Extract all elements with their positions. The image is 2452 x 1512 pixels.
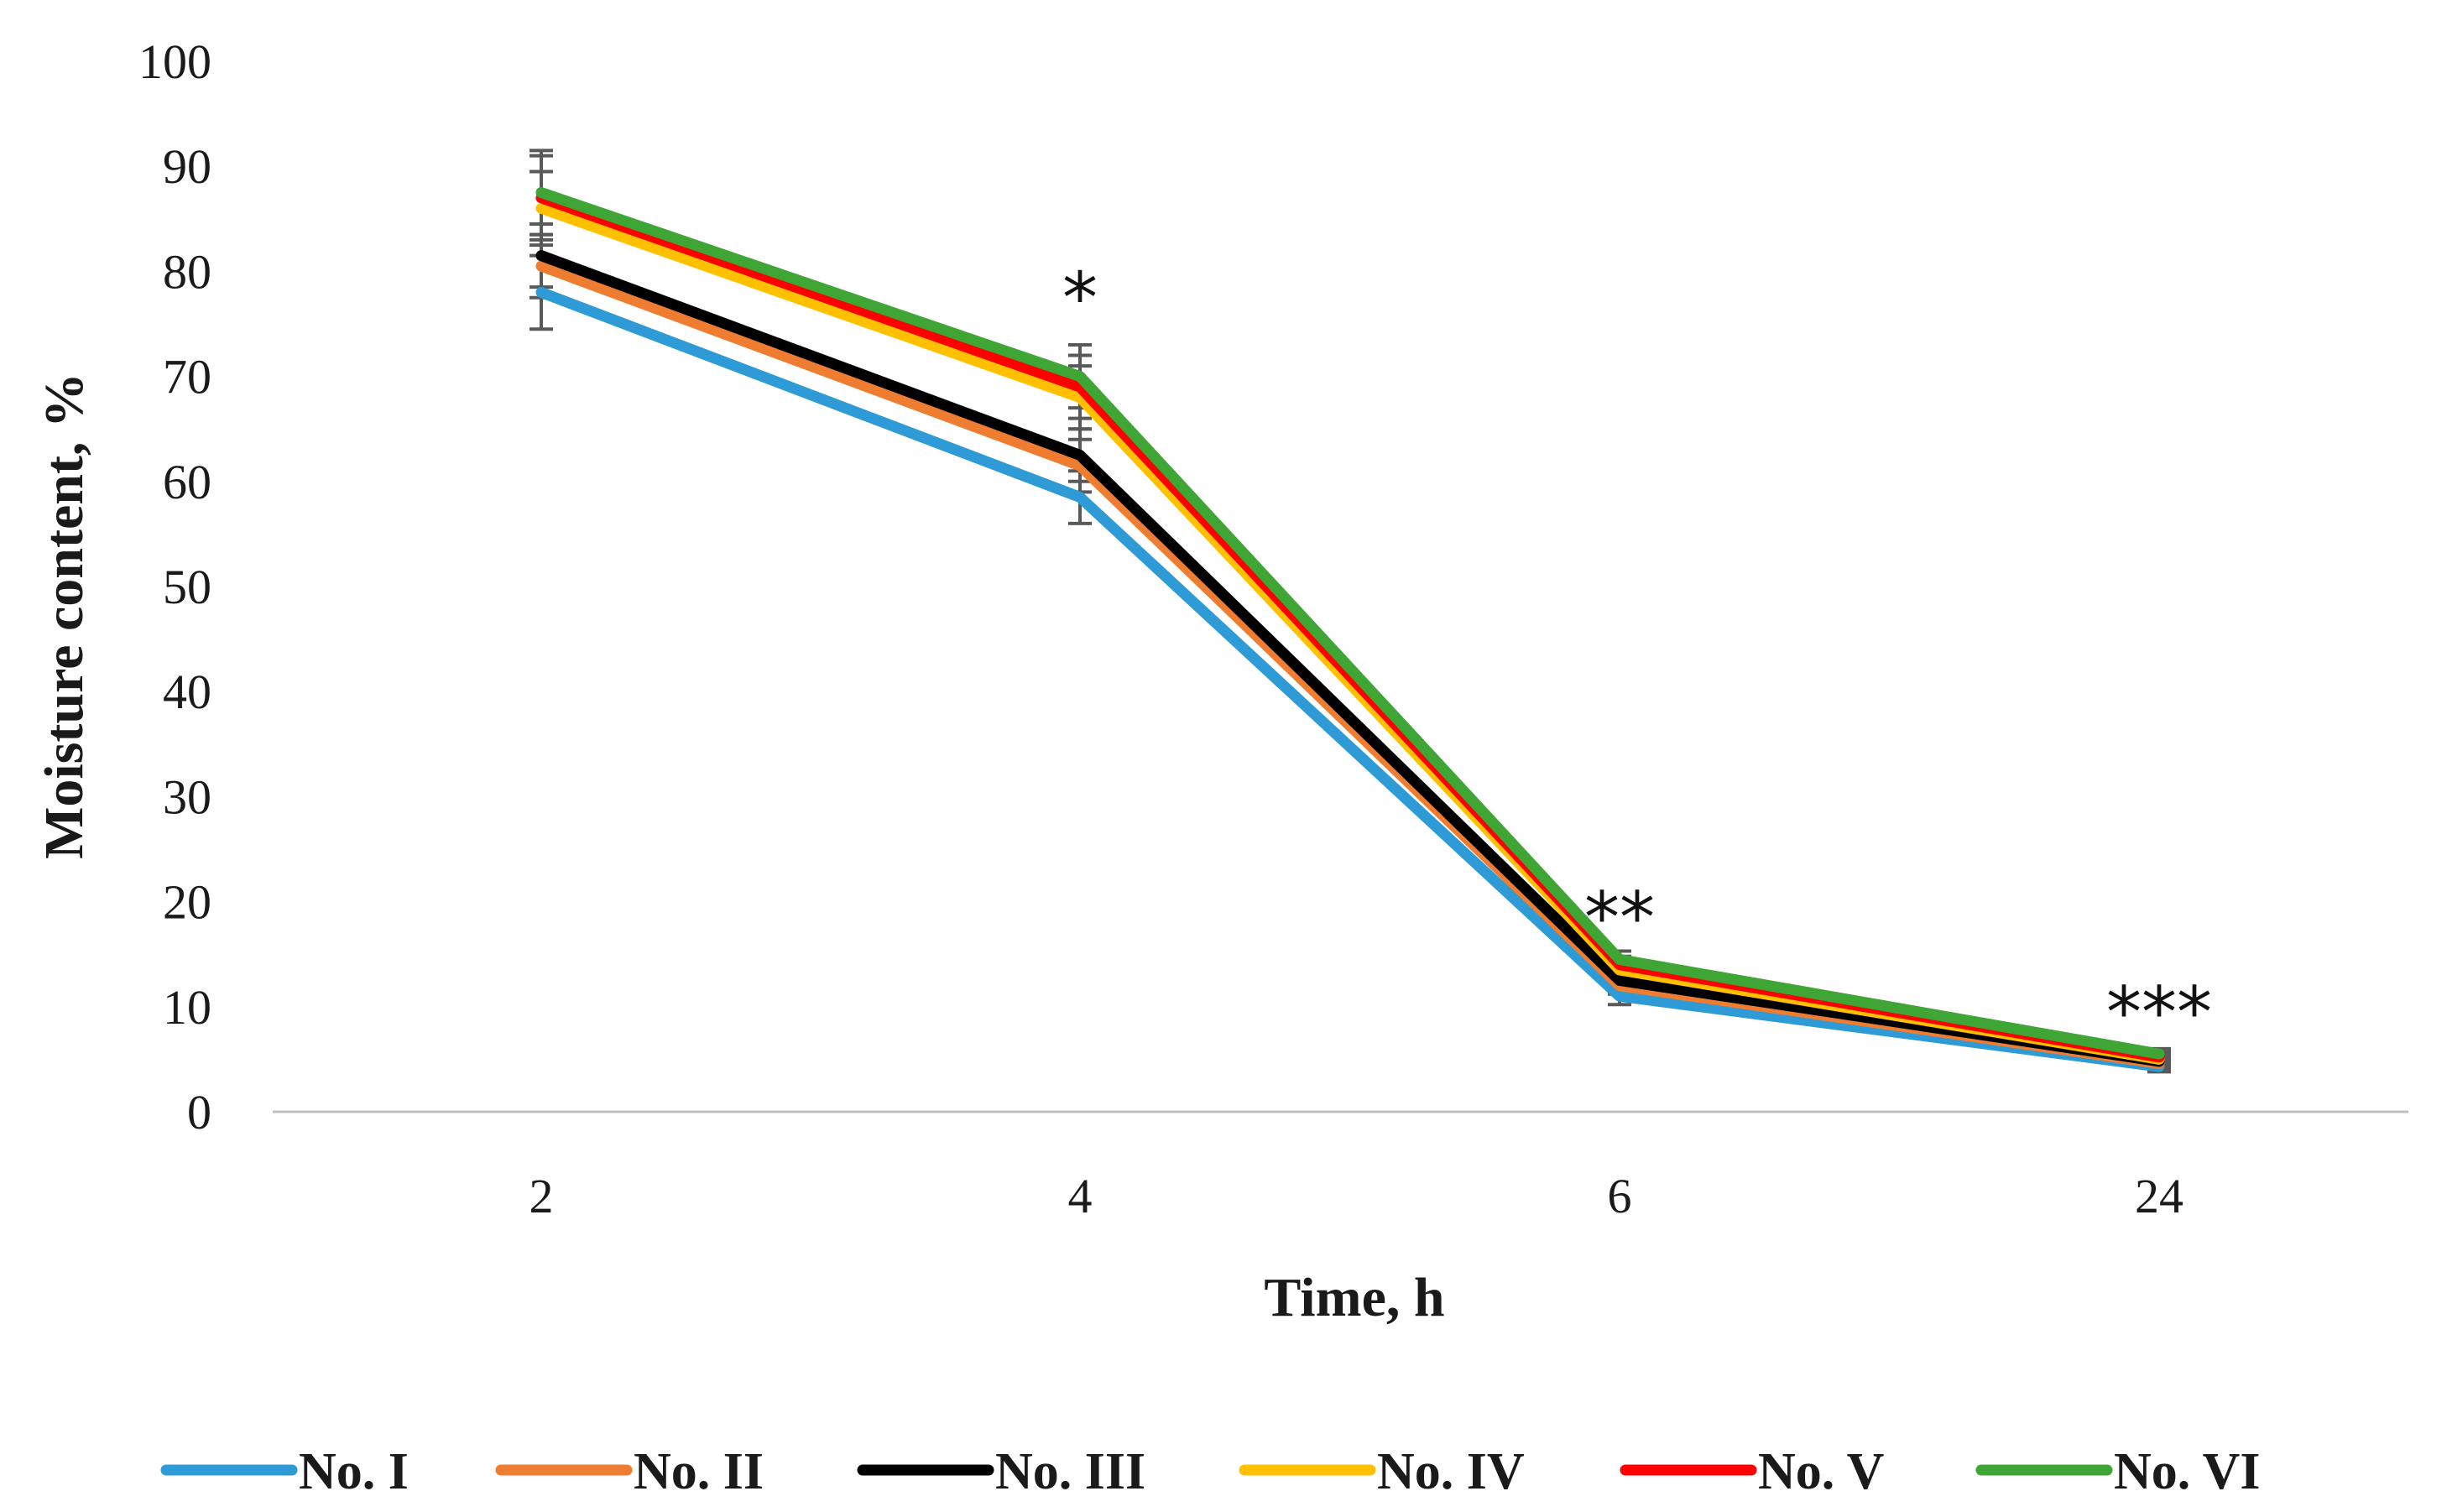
legend: No. I No. II No. III No. IV No. V No. VI xyxy=(160,1443,2261,1500)
y-tick-label: 100 xyxy=(138,34,211,89)
series-line-6 xyxy=(535,187,2165,1060)
legend-label: No. V xyxy=(1758,1443,1885,1500)
series-lines xyxy=(535,187,2165,1072)
y-tick-label: 70 xyxy=(163,350,211,404)
significance-marker: * xyxy=(1062,257,1098,339)
legend-label: No. VI xyxy=(2114,1443,2261,1500)
y-axis-title: Moisture content, % xyxy=(34,373,95,859)
x-tick-label: 6 xyxy=(1608,1169,1632,1223)
x-axis-title: Time, h xyxy=(1264,1267,1444,1328)
y-tick-label: 30 xyxy=(163,769,211,824)
legend-label: No. IV xyxy=(1377,1443,1525,1500)
significance-marker: *** xyxy=(2106,971,2212,1053)
y-tick-label: 80 xyxy=(163,244,211,299)
y-tick-label: 90 xyxy=(163,139,211,194)
y-tick-label: 50 xyxy=(163,560,211,614)
y-tick-label: 60 xyxy=(163,455,211,509)
x-tick-label: 4 xyxy=(1068,1169,1093,1223)
y-tick-label: 0 xyxy=(187,1085,211,1139)
series-line-1 xyxy=(535,286,2165,1072)
series-line-4 xyxy=(535,202,2165,1065)
y-tick-label: 20 xyxy=(163,875,211,930)
y-tick-label: 40 xyxy=(163,665,211,719)
legend-label: No. I xyxy=(299,1443,409,1500)
x-tick-label: 24 xyxy=(2135,1169,2183,1223)
legend-label: No. II xyxy=(634,1443,764,1500)
x-tick-label: 2 xyxy=(530,1169,554,1223)
y-tick-label: 10 xyxy=(163,980,211,1035)
legend-label: No. III xyxy=(995,1443,1145,1500)
significance-marker: ** xyxy=(1584,877,1655,959)
significance-annotations: ****** xyxy=(1062,257,2212,1053)
series-line-5 xyxy=(535,192,2165,1063)
series-line-3 xyxy=(535,250,2165,1067)
